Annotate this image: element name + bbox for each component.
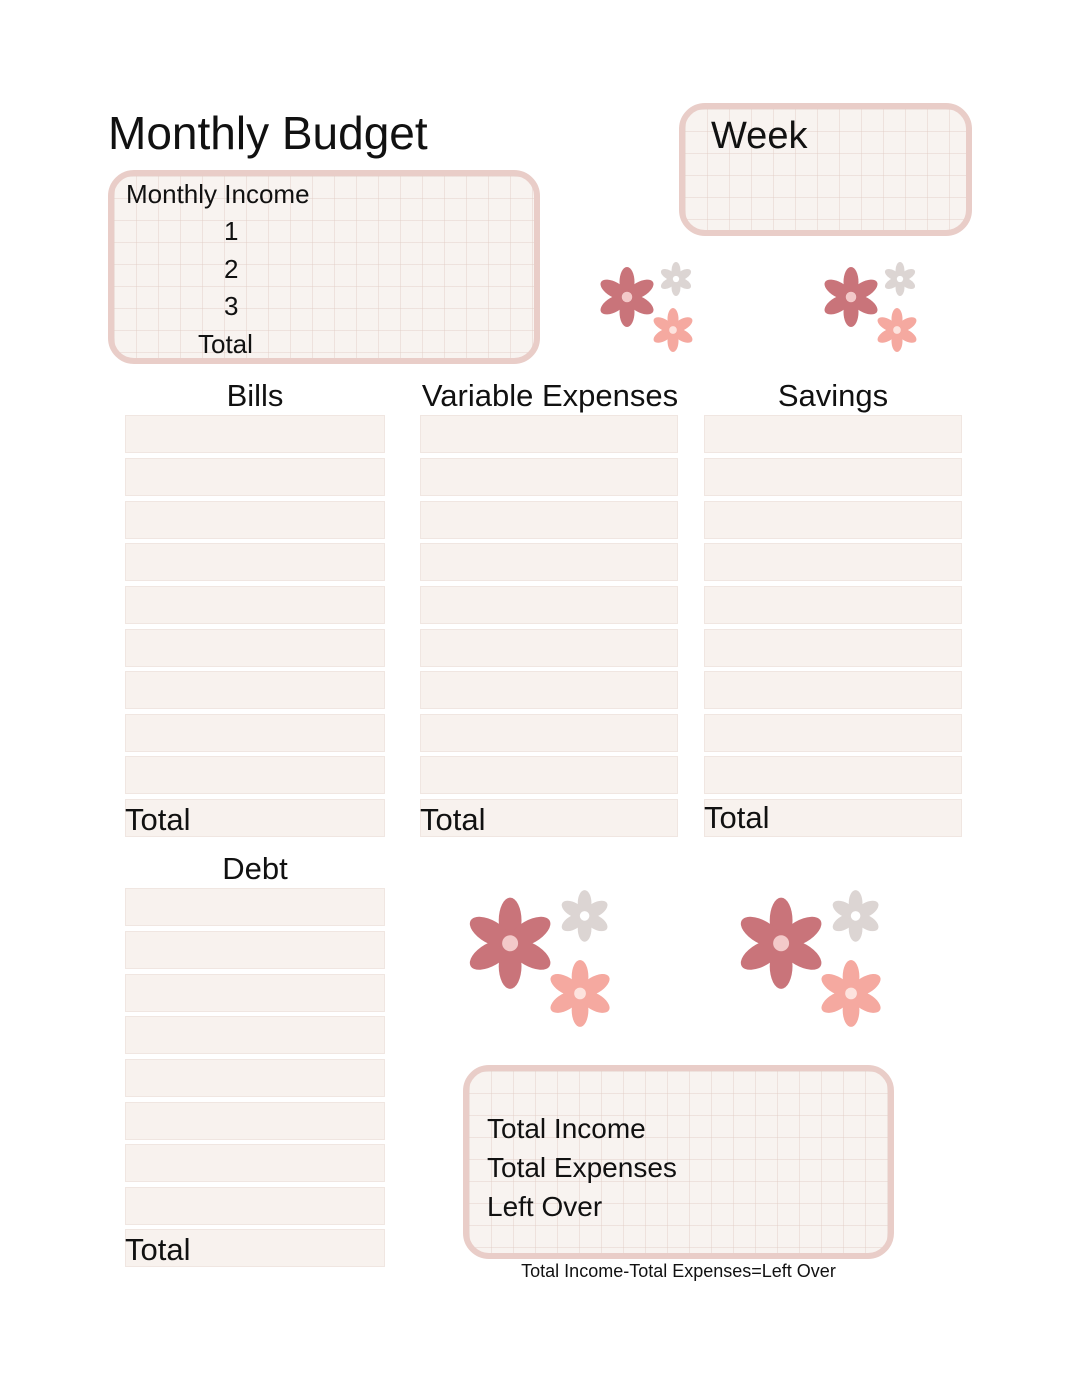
debt-row[interactable] — [125, 888, 385, 926]
income-line-2: 2 — [224, 254, 239, 284]
bills-total-label: Total — [125, 802, 191, 837]
bills-row[interactable] — [125, 458, 385, 496]
income-line-3: 3 — [224, 291, 239, 321]
savings-row[interactable] — [704, 501, 962, 539]
bills-total-row[interactable] — [125, 799, 385, 837]
variable-expenses-table: Total — [420, 415, 678, 840]
debt-row[interactable] — [125, 931, 385, 969]
bills-row[interactable] — [125, 629, 385, 667]
savings-table: Total — [704, 415, 962, 840]
income-line-1: 1 — [224, 216, 239, 246]
savings-row[interactable] — [704, 714, 962, 752]
savings-total-row[interactable] — [704, 799, 962, 837]
savings-total-label: Total — [704, 800, 770, 835]
savings-row[interactable] — [704, 629, 962, 667]
debt-row[interactable] — [125, 1102, 385, 1140]
variable-expenses-row[interactable] — [420, 458, 678, 496]
savings-row[interactable] — [704, 543, 962, 581]
debt-row[interactable] — [125, 1016, 385, 1054]
variable-expenses-total-label: Total — [420, 802, 486, 837]
variable-expenses-total-row[interactable] — [420, 799, 678, 837]
total-income-label: Total Income — [487, 1113, 646, 1144]
savings-row[interactable] — [704, 415, 962, 453]
savings-row[interactable] — [704, 756, 962, 794]
bills-row[interactable] — [125, 501, 385, 539]
variable-expenses-row[interactable] — [420, 543, 678, 581]
flower-cluster-icon — [824, 262, 917, 352]
bills-heading: Bills — [226, 378, 284, 413]
flower-cluster-icon — [469, 890, 610, 1027]
summary-box[interactable]: Total Income Total Expenses Left Over — [463, 1065, 894, 1259]
debt-table: Total — [125, 888, 385, 1270]
variable-expenses-row[interactable] — [420, 629, 678, 667]
monthly-income-box[interactable]: Monthly Income 1 2 3 Total — [108, 170, 540, 364]
variable-expenses-row[interactable] — [420, 501, 678, 539]
debt-total-row[interactable] — [125, 1229, 385, 1267]
debt-heading: Debt — [222, 851, 288, 886]
debt-row[interactable] — [125, 1187, 385, 1225]
debt-row[interactable] — [125, 1144, 385, 1182]
bills-row[interactable] — [125, 543, 385, 581]
variable-expenses-row[interactable] — [420, 756, 678, 794]
week-box[interactable]: Week — [679, 103, 972, 236]
bills-row[interactable] — [125, 586, 385, 624]
debt-total-label: Total — [125, 1232, 191, 1267]
bills-row[interactable] — [125, 714, 385, 752]
formula-note: Total Income-Total Expenses=Left Over — [521, 1261, 836, 1281]
income-total-label: Total — [198, 329, 253, 359]
total-expenses-label: Total Expenses — [487, 1152, 677, 1183]
variable-expenses-row[interactable] — [420, 714, 678, 752]
bills-row[interactable] — [125, 671, 385, 709]
bills-row[interactable] — [125, 756, 385, 794]
variable-expenses-row[interactable] — [420, 671, 678, 709]
bills-table: Total — [125, 415, 385, 840]
variable-expenses-row[interactable] — [420, 415, 678, 453]
week-label: Week — [711, 115, 808, 157]
bills-row[interactable] — [125, 415, 385, 453]
savings-heading: Savings — [777, 378, 889, 413]
flower-cluster-icon — [600, 262, 693, 352]
left-over-label: Left Over — [487, 1191, 603, 1222]
savings-row[interactable] — [704, 671, 962, 709]
page-title: Monthly Budget — [108, 107, 428, 159]
variable-expenses-row[interactable] — [420, 586, 678, 624]
debt-row[interactable] — [125, 974, 385, 1012]
debt-row[interactable] — [125, 1059, 385, 1097]
flower-cluster-icon — [740, 890, 881, 1027]
savings-row[interactable] — [704, 458, 962, 496]
savings-row[interactable] — [704, 586, 962, 624]
monthly-income-heading: Monthly Income — [126, 179, 310, 209]
variable-expenses-heading: Variable Expenses — [421, 378, 679, 413]
